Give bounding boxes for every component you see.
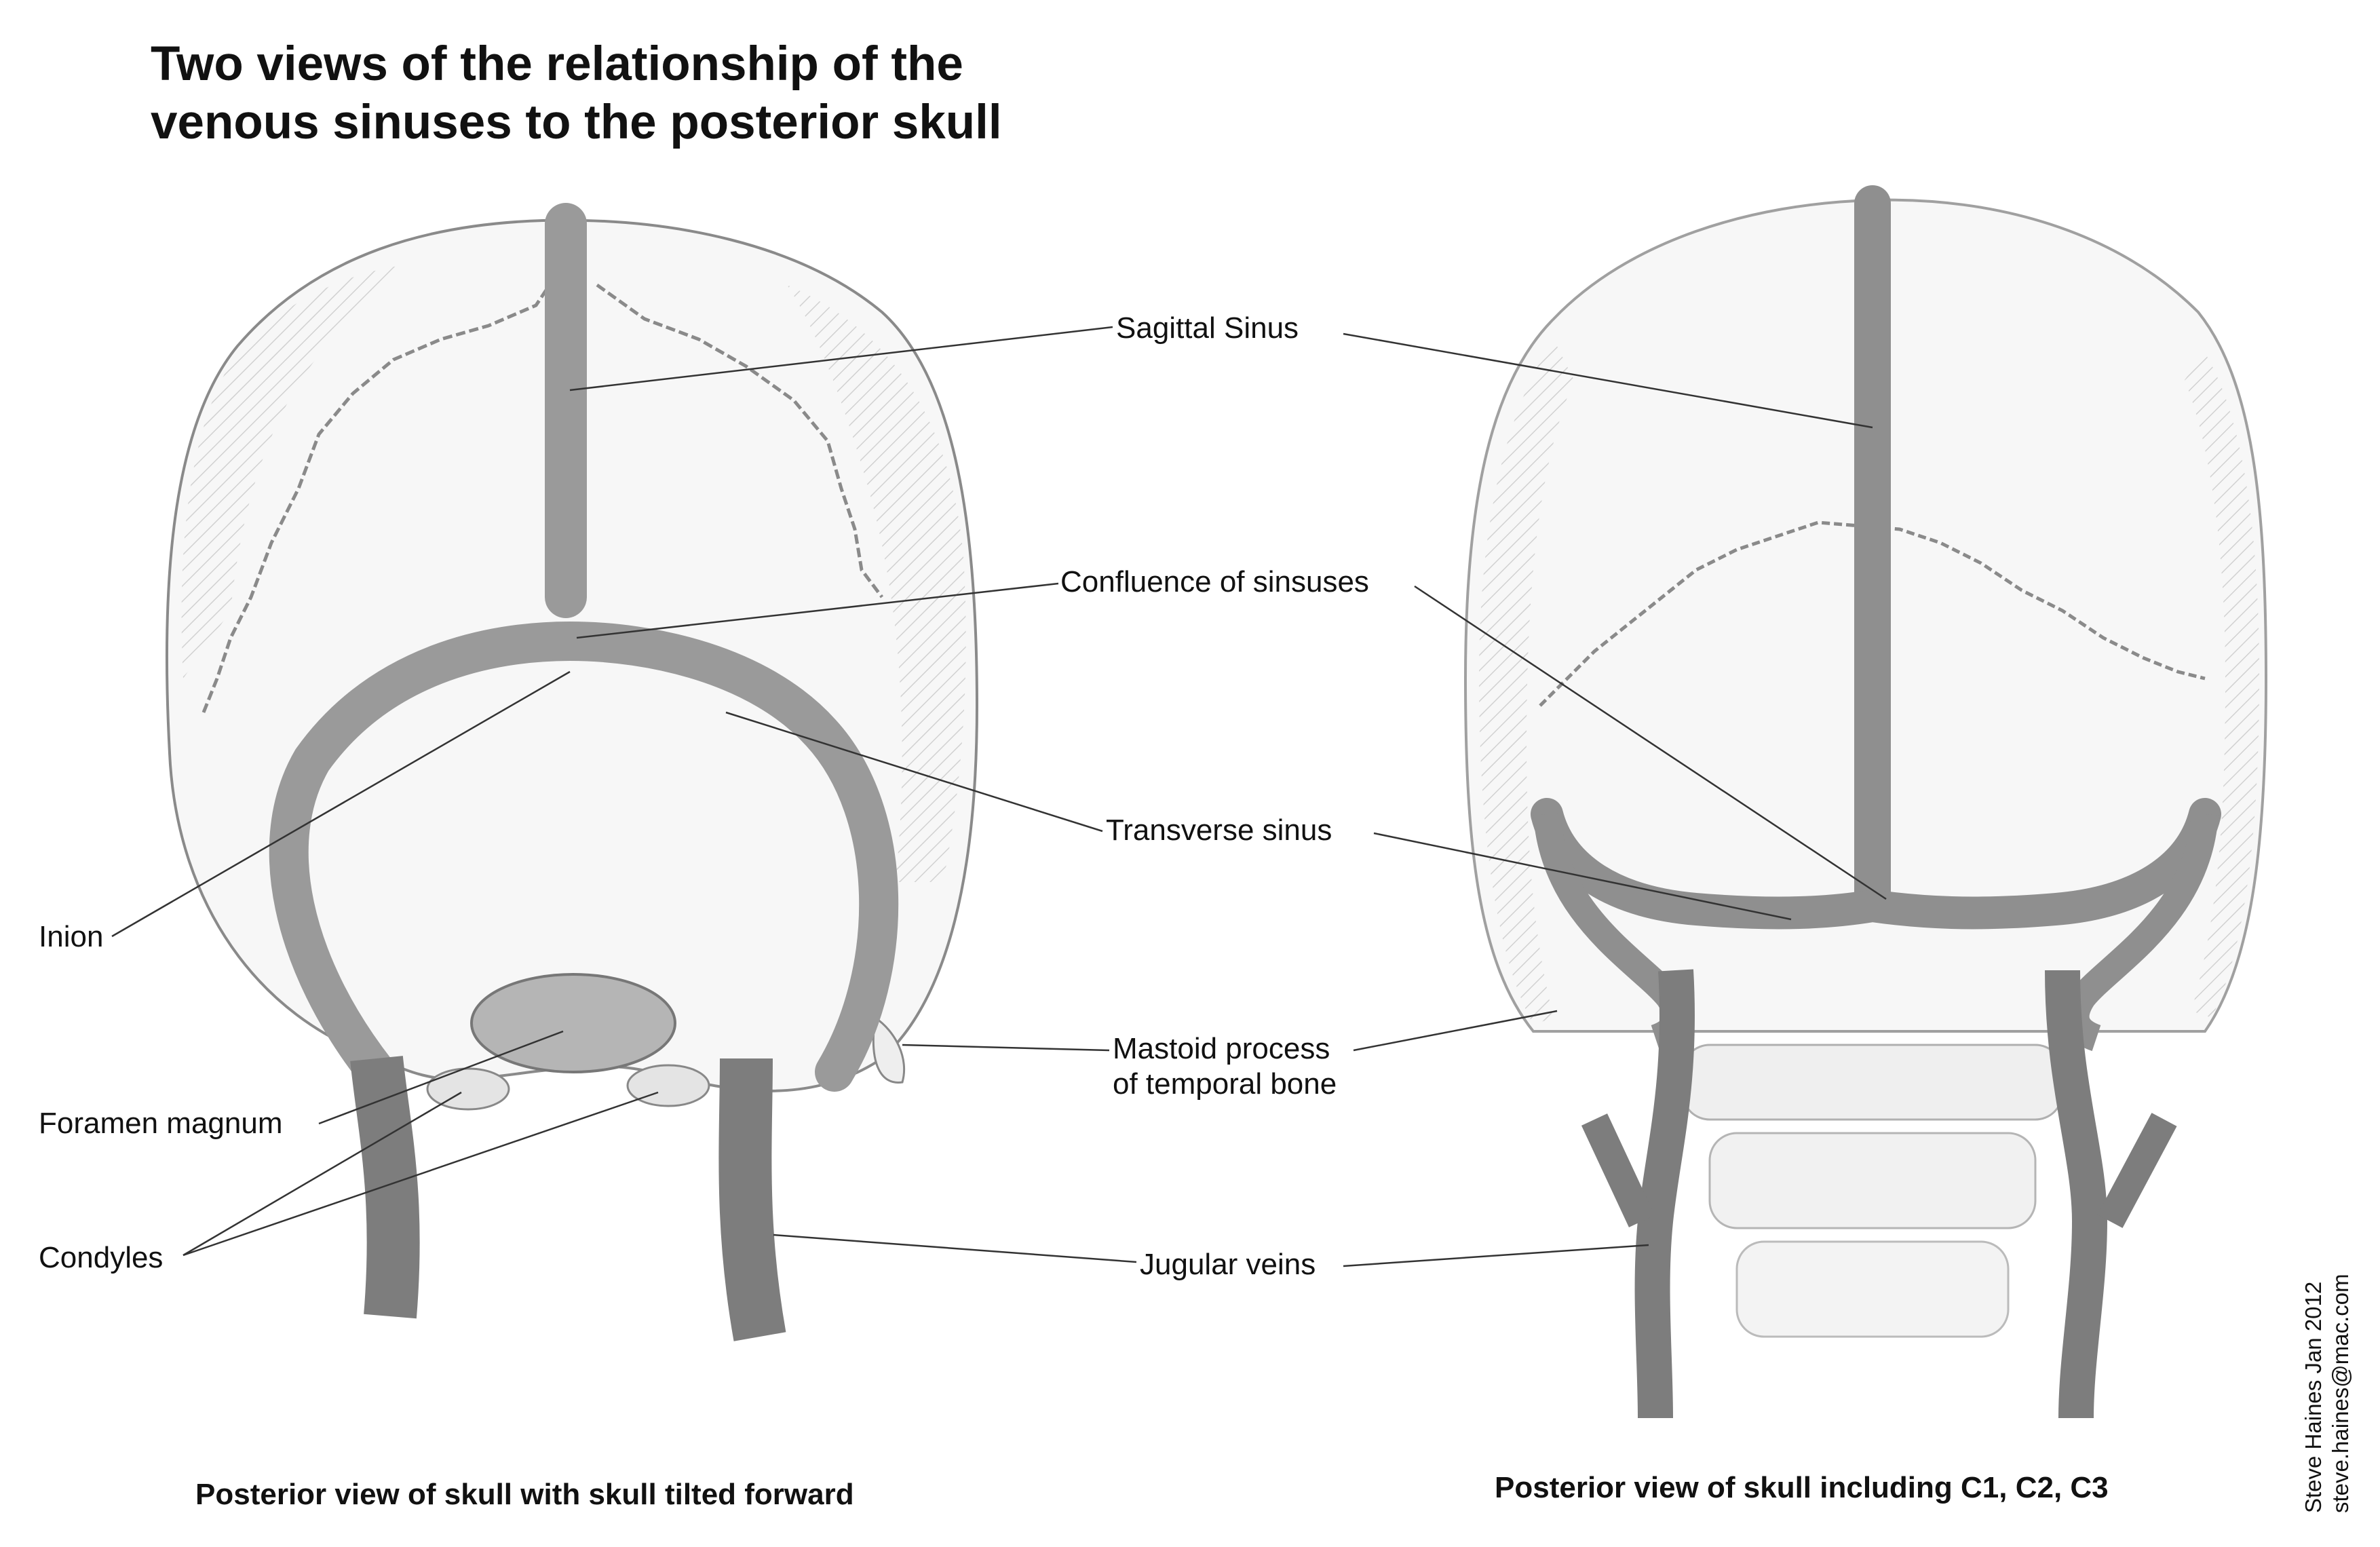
label-inion: Inion: [39, 920, 104, 953]
right-condyle-shape: [626, 1064, 710, 1107]
leader-sagittal-right: [1343, 332, 1873, 429]
leader-foramen-magnum: [318, 1030, 564, 1125]
leader-inion: [111, 670, 571, 938]
transverse-sinus-left-view: [269, 621, 899, 1092]
title-line-1: Two views of the relationship of the: [151, 37, 963, 91]
artist-credit: Steve Haines Jan 2012 steve.haines@mac.c…: [2300, 1274, 2354, 1513]
leader-confluence-left: [576, 582, 1059, 639]
leader-lines: [111, 326, 1887, 1267]
leader-jugular-right: [1343, 1244, 1649, 1267]
jugular-branch-right: [2097, 1113, 2177, 1228]
jugular-vein-left-right-view: [1634, 969, 1695, 1419]
label-mastoid-line-2: of temporal bone: [1113, 1067, 1337, 1101]
lambdoid-suture-right: [596, 283, 883, 598]
jugular-vein-right-right-view: [2045, 970, 2108, 1419]
label-mastoid-process: Mastoid process of temporal bone: [1113, 1031, 1337, 1102]
right-skull-hatching-right: [2185, 353, 2259, 1018]
c2-vertebra: [1708, 1132, 2037, 1229]
leader-condyles-right: [183, 1091, 659, 1257]
page-title: Two views of the relationship of the ven…: [151, 35, 1304, 152]
label-sagittal-sinus: Sagittal Sinus: [1116, 311, 1299, 345]
leader-confluence-right: [1414, 585, 1887, 900]
caption-left-view: Posterior view of skull with skull tilte…: [195, 1478, 854, 1511]
label-mastoid-line-1: Mastoid process: [1113, 1032, 1330, 1065]
lambdoid-suture-left: [201, 284, 552, 713]
jugular-vein-right-left-view: [718, 1058, 786, 1341]
leader-transverse-left: [725, 711, 1103, 833]
jugular-vein-left-left-view: [350, 1056, 420, 1319]
credit-name: Steve Haines Jan 2012: [2301, 1281, 2326, 1513]
right-skull-hatching-left: [1479, 339, 1574, 1025]
leader-mastoid-right: [1353, 1010, 1558, 1052]
label-condyles: Condyles: [39, 1241, 164, 1274]
credit-email: steve.haines@mac.com: [2328, 1274, 2353, 1513]
label-transverse-sinus: Transverse sinus: [1106, 814, 1332, 847]
jugular-branch-left: [1581, 1113, 1655, 1227]
c1-vertebra: [1681, 1044, 2064, 1121]
label-jugular-veins: Jugular veins: [1140, 1248, 1316, 1281]
leader-transverse-right: [1373, 832, 1792, 921]
right-skull: [1463, 185, 2268, 1419]
leader-sagittal-left: [569, 326, 1113, 391]
label-confluence: Confluence of sinsuses: [1060, 565, 1369, 598]
leader-condyles-left: [183, 1091, 462, 1257]
transverse-sinus-right-view: [1531, 798, 2221, 930]
leader-jugular-left: [773, 1234, 1137, 1263]
title-line-2: venous sinuses to the posterior skull: [151, 96, 1002, 149]
left-skull-hatching-right: [787, 285, 966, 882]
caption-right-view: Posterior view of skull including C1, C2…: [1495, 1471, 2109, 1504]
label-foramen-magnum: Foramen magnum: [39, 1107, 283, 1140]
c3-vertebra: [1735, 1240, 2010, 1338]
left-skull-hatching: [181, 265, 407, 679]
left-condyle-shape: [426, 1067, 510, 1111]
mastoid-process-left-skull: [872, 1016, 906, 1084]
left-skull: [165, 203, 979, 1341]
foramen-magnum-shape: [470, 973, 676, 1073]
leader-mastoid-left: [902, 1044, 1110, 1052]
